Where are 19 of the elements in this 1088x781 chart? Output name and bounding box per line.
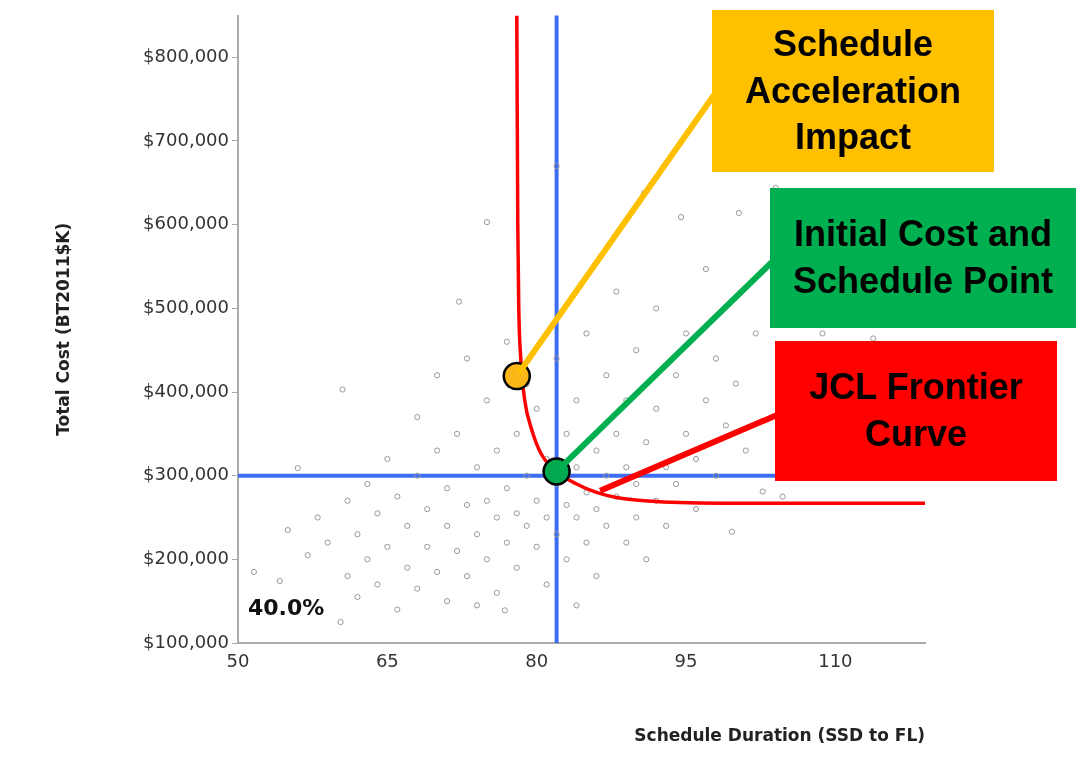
y-tick-label: $300,000 <box>143 463 229 485</box>
x-tick-label: 50 <box>226 650 250 672</box>
annotation: 40.0% <box>248 595 325 620</box>
x-tick-label: 110 <box>818 650 853 672</box>
y-tick-label: $400,000 <box>143 379 229 401</box>
y-tick-label: $700,000 <box>143 128 229 150</box>
x-tick-label: 80 <box>525 650 549 672</box>
x-tick-label: 95 <box>674 650 698 672</box>
annotation: JCL Frontier Curve <box>775 341 1057 481</box>
x-axis-title: Schedule Duration (SSD to FL) <box>634 725 925 746</box>
x-tick-label: 65 <box>375 650 399 672</box>
y-tick-label: $500,000 <box>143 296 229 318</box>
y-tick-label: $800,000 <box>143 45 229 67</box>
annotation: Schedule Acceleration Impact <box>712 10 994 172</box>
y-axis-title: Total Cost (BT2011$K) <box>52 222 73 436</box>
y-tick-label: $600,000 <box>143 212 229 234</box>
y-tick-label: $200,000 <box>143 547 229 569</box>
y-tick-label: $100,000 <box>143 630 229 652</box>
annotation: Initial Cost and Schedule Point <box>770 188 1076 328</box>
